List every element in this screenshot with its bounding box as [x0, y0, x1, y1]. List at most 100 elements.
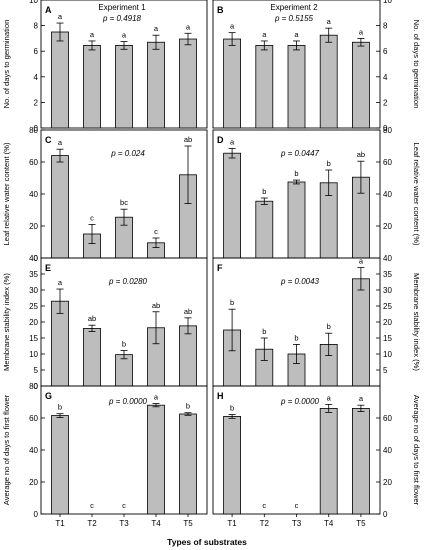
panel-d-letter-label: b [327, 159, 331, 168]
panel-f-ytick-label: 15 [383, 334, 392, 343]
panel-a-ylabel: No. of days to germination [2, 20, 11, 109]
panel-d-bar [255, 200, 274, 259]
panel-a-bar [115, 45, 133, 129]
panel-d-letter-label: a [230, 137, 235, 146]
panel-f-ytick-label: 40 [383, 254, 392, 263]
panel-g-letter-label: b [186, 402, 190, 411]
panel-g-bar [179, 413, 197, 515]
panel-e-letter-label: ab [184, 307, 192, 316]
panel-c-bar [51, 155, 69, 259]
panel-h-letter-label: c [262, 501, 266, 510]
panel-c-ylabel: Leaf relative water content (%) [2, 142, 11, 245]
panel-e-letter-label: ab [88, 314, 96, 323]
panel-h-xtick-label: T4 [324, 519, 334, 528]
panel-g-ytick-label: 0 [34, 510, 39, 519]
panel-c-p-value: p = 0.024 [110, 149, 145, 158]
panel-d-p-value: p = 0.0447 [280, 149, 320, 158]
panel-g-letter-label: c [90, 501, 94, 510]
panel-h-ytick-label: 40 [383, 446, 392, 455]
panel-c-letter: C [45, 135, 52, 145]
panel-a-letter-label: a [58, 12, 63, 21]
panel-a-ytick-label: 4 [34, 73, 39, 82]
panel-a-ytick-label: 10 [29, 0, 38, 5]
panel-a-bar [83, 45, 101, 129]
panel-h-p-value: p = 0.0000 [280, 397, 320, 406]
panel-d-ytick-label: 80 [383, 126, 392, 135]
panel-e-ytick-label: 40 [29, 254, 38, 263]
panel-b-letter-label: a [359, 27, 364, 36]
panel-h-xtick-label: T3 [292, 519, 302, 528]
panel-f-ytick-label: 10 [383, 350, 392, 359]
panel-c-ytick-label: 40 [29, 190, 38, 199]
panel-b-ytick-label: 10 [383, 0, 392, 5]
panel-f-letter-label: b [230, 298, 234, 307]
panel-f-letter: F [217, 263, 223, 273]
panel-g-xtick-label: T1 [55, 519, 65, 528]
panel-e-p-value: p = 0.0280 [108, 277, 148, 286]
panel-b-title: Experiment 2 [270, 3, 318, 12]
panel-g-letter: G [45, 391, 52, 401]
panel-e-ytick-label: 10 [29, 350, 38, 359]
panel-b-letter-label: a [327, 17, 332, 26]
panel-b-letter-label: a [294, 30, 299, 39]
panel-b-bar [351, 41, 370, 129]
panel-b-ylabel: No. of days to germination [412, 20, 421, 109]
panel-e-bar [51, 300, 69, 387]
panel-a-letter-label: a [154, 24, 159, 33]
panel-e-ytick-label: 20 [29, 318, 38, 327]
panel-e-bar [179, 325, 197, 387]
panel-g-letter-label: b [58, 403, 62, 412]
panel-a-bar [147, 41, 165, 129]
panel-a-letter-label: a [122, 31, 127, 40]
panel-h-ytick-label: 20 [383, 478, 392, 487]
panel-h-ytick-label: 0 [383, 510, 388, 519]
panel-h-bar [319, 407, 338, 515]
panel-e-bar [83, 327, 101, 387]
panel-e-ylabel: Membrane stability index (%) [2, 273, 11, 371]
panel-a-letter-label: a [90, 30, 95, 39]
panel-c-letter-label: bc [120, 198, 128, 207]
panel-g-letter-label: a [154, 393, 159, 402]
panel-g-ytick-label: 80 [29, 382, 38, 391]
panel-b-bar [255, 45, 274, 129]
panel-e-bar [115, 354, 133, 387]
panel-d-ytick-label: 40 [383, 190, 392, 199]
panel-b-ytick-label: 6 [383, 47, 388, 56]
panel-e-letter-label: b [122, 339, 126, 348]
panel-h-bar [351, 407, 370, 515]
panel-e-letter-label: a [58, 278, 63, 287]
panel-f-ytick-label: 35 [383, 270, 392, 279]
panel-e-ytick-label: 35 [29, 270, 38, 279]
panel-h-letter-label: b [230, 403, 234, 412]
panel-b-ytick-label: 4 [383, 73, 388, 82]
panel-c-ytick-label: 20 [29, 222, 38, 231]
panel-f-letter-label: b [327, 322, 331, 331]
panel-h-xtick-label: T2 [260, 519, 270, 528]
panel-a-ytick-label: 2 [34, 98, 39, 107]
panel-a-ytick-label: 8 [34, 22, 39, 31]
panel-f-ytick-label: 25 [383, 302, 392, 311]
panel-e-ytick-label: 5 [34, 366, 39, 375]
panel-d-letter-label: ab [357, 150, 365, 159]
panel-a-ytick-label: 6 [34, 47, 39, 56]
panel-g-p-value: p = 0.0000 [108, 397, 148, 406]
panel-g-xtick-label: T3 [119, 519, 129, 528]
panel-e-ytick-label: 0 [34, 382, 39, 391]
panel-b-letter-label: a [262, 30, 267, 39]
panel-g-bar [51, 415, 69, 515]
panel-a-bar [179, 38, 197, 129]
panel-h-ytick-label: 60 [383, 414, 392, 423]
panel-e-letter: E [45, 263, 51, 273]
panel-f-letter-label: a [359, 257, 364, 266]
panel-g-ytick-label: 20 [29, 478, 38, 487]
panel-b-bar [223, 38, 242, 129]
panel-d-bar [287, 181, 306, 259]
panel-b-bar [319, 34, 338, 129]
panel-c-letter-label: c [90, 213, 94, 222]
panel-c-letter-label: a [58, 138, 63, 147]
panel-g-ytick-label: 60 [29, 414, 38, 423]
panel-f-letter-label: b [294, 333, 298, 342]
panel-f-bar [351, 278, 370, 387]
panel-a-letter-label: a [186, 22, 191, 31]
panel-f-p-value: p = 0.0043 [280, 277, 320, 286]
